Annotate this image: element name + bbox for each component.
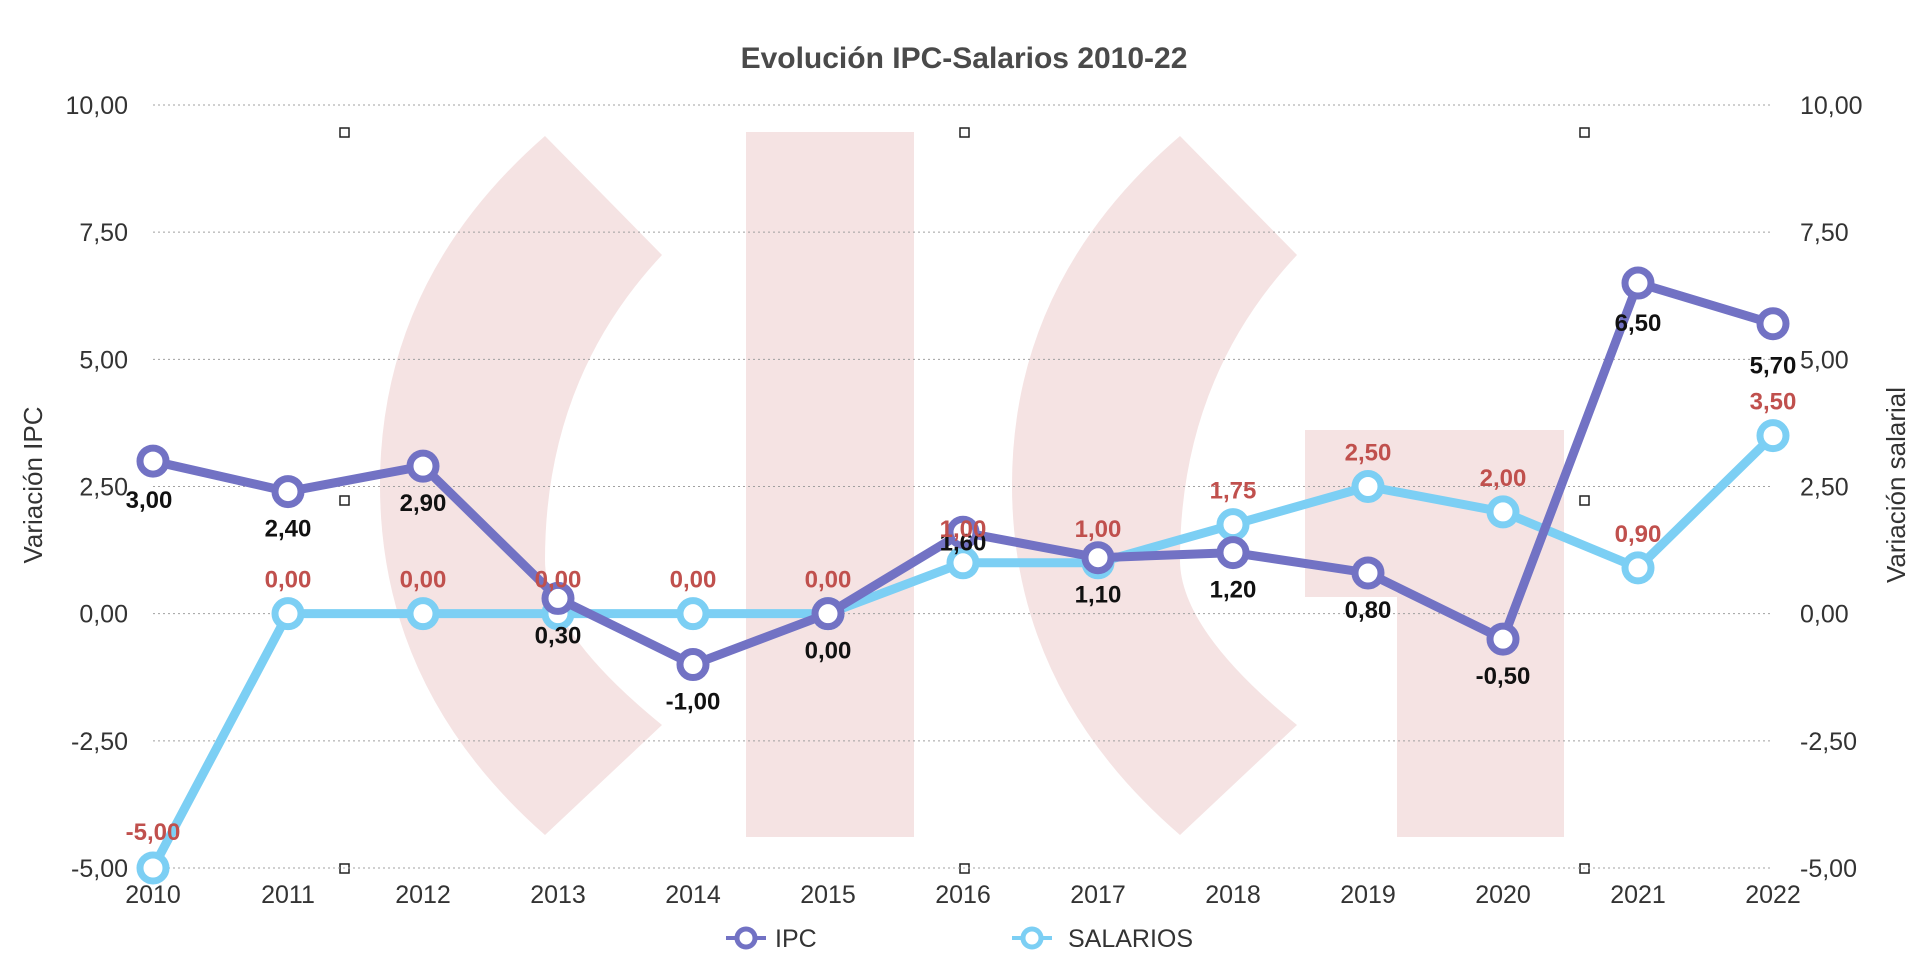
x-tick-label: 2011 xyxy=(261,881,315,909)
data-label-salarios: 0,00 xyxy=(805,567,852,594)
data-label-ipc: 2,90 xyxy=(400,490,447,517)
x-tick-label: 2014 xyxy=(665,881,721,909)
x-axis: 2010 2011 2012 2013 2014 2015 2016 2017 2018 2019… xyxy=(125,881,1801,909)
data-point-ipc[interactable] xyxy=(136,444,170,478)
y-right-tick-label: 5,00 xyxy=(1800,346,1849,374)
data-point-salarios[interactable] xyxy=(1486,495,1520,529)
series-layer xyxy=(136,266,1790,885)
data-point-salarios[interactable] xyxy=(1216,508,1250,542)
data-point-ipc[interactable] xyxy=(946,515,980,549)
x-tick-label: 2013 xyxy=(530,881,586,909)
y-right-tick-label: -2,50 xyxy=(1800,728,1857,756)
data-labels: 3,00 2,40 2,90 0,30 -1,00 0,00 1,60 1,10 1,20 0,8… xyxy=(126,310,1797,846)
data-point-salarios[interactable] xyxy=(136,851,170,885)
data-point-ipc[interactable] xyxy=(541,581,575,615)
y-right-tick-label: 10,00 xyxy=(1800,92,1863,120)
x-tick-label: 2016 xyxy=(935,881,991,909)
data-label-ipc: 0,30 xyxy=(535,622,582,649)
data-label-salarios: 0,00 xyxy=(670,567,717,594)
legend: IPC SALARIOS xyxy=(726,925,1193,953)
y-left-tick-label: 10,00 xyxy=(65,92,128,120)
chart-title: Evolución IPC-Salarios 2010-22 xyxy=(741,42,1188,75)
y-right-tick-label: 0,00 xyxy=(1800,601,1849,629)
y-right-tick-label: 2,50 xyxy=(1800,474,1849,502)
data-label-salarios: 0,00 xyxy=(535,567,582,594)
data-point-ipc[interactable] xyxy=(676,648,710,682)
data-label-salarios: 1,00 xyxy=(1075,516,1122,543)
data-label-salarios: 1,00 xyxy=(940,516,987,543)
y-axis-left: -5,00 -2,50 0,00 2,50 5,00 7,50 10,00 xyxy=(65,92,128,883)
data-point-salarios[interactable] xyxy=(1756,419,1790,453)
x-tick-label: 2019 xyxy=(1340,881,1396,909)
data-point-salarios[interactable] xyxy=(946,546,980,580)
data-point-ipc[interactable] xyxy=(406,449,440,483)
data-label-salarios: 2,00 xyxy=(1480,465,1527,492)
data-label-salarios: 1,75 xyxy=(1210,478,1257,505)
x-tick-label: 2017 xyxy=(1070,881,1126,909)
data-label-ipc: 6,50 xyxy=(1615,310,1662,337)
y-left-tick-label: 7,50 xyxy=(79,219,128,247)
data-label-ipc: 3,00 xyxy=(126,487,173,514)
data-point-ipc[interactable] xyxy=(1756,307,1790,341)
legend-label-salarios: SALARIOS xyxy=(1068,925,1193,953)
data-label-salarios: -5,00 xyxy=(126,819,181,846)
data-label-ipc: -0,50 xyxy=(1476,663,1531,690)
data-label-ipc: 1,20 xyxy=(1210,577,1257,604)
data-label-salarios: 2,50 xyxy=(1345,440,1392,467)
watermark-logo xyxy=(380,132,1564,837)
data-point-salarios[interactable] xyxy=(1351,470,1385,503)
legend-item-salarios[interactable]: SALARIOS xyxy=(1012,925,1193,953)
legend-marker-salarios xyxy=(1020,926,1044,950)
data-label-salarios: 0,00 xyxy=(265,567,312,594)
data-point-ipc[interactable] xyxy=(1216,536,1250,570)
data-label-salarios: 3,50 xyxy=(1750,389,1797,416)
y-left-tick-label: 0,00 xyxy=(79,601,128,629)
y-left-tick-label: -2,50 xyxy=(71,728,128,756)
y-axis-right-title: Variación salarial xyxy=(1881,387,1911,583)
data-point-ipc[interactable] xyxy=(271,475,305,509)
data-point-salarios[interactable] xyxy=(676,597,710,631)
y-right-tick-label: 7,50 xyxy=(1800,219,1849,247)
y-axis-left-title: Variación IPC xyxy=(18,406,48,563)
series-ipc xyxy=(136,266,1790,682)
data-label-ipc: -1,00 xyxy=(666,689,721,716)
y-left-tick-label: -5,00 xyxy=(71,855,128,883)
y-left-tick-label: 5,00 xyxy=(79,346,128,374)
data-point-salarios[interactable] xyxy=(271,597,305,631)
data-point-salarios[interactable] xyxy=(406,597,440,631)
x-tick-label: 2018 xyxy=(1205,881,1261,909)
data-label-ipc: 1,60 xyxy=(940,529,987,556)
data-label-salarios: 0,00 xyxy=(400,567,447,594)
data-point-ipc[interactable] xyxy=(1081,541,1115,575)
data-point-ipc[interactable] xyxy=(811,597,845,631)
legend-label-ipc: IPC xyxy=(775,925,817,953)
data-point-ipc[interactable] xyxy=(1621,266,1655,300)
y-axis-right: -5,00 -2,50 0,00 2,50 5,00 7,50 10,00 xyxy=(1800,92,1863,883)
y-left-tick-label: 2,50 xyxy=(79,474,128,502)
x-tick-label: 2020 xyxy=(1475,881,1531,909)
legend-item-ipc[interactable]: IPC xyxy=(726,925,817,953)
x-tick-label: 2021 xyxy=(1610,881,1666,909)
x-tick-label: 2012 xyxy=(395,881,451,909)
data-label-ipc: 0,00 xyxy=(805,638,852,665)
data-label-ipc: 2,40 xyxy=(265,516,312,543)
data-label-salarios: 0,90 xyxy=(1615,521,1662,548)
data-point-ipc[interactable] xyxy=(1351,556,1385,590)
x-tick-label: 2015 xyxy=(800,881,856,909)
legend-marker-ipc xyxy=(734,926,758,950)
x-tick-label: 2022 xyxy=(1745,881,1801,909)
x-tick-label: 2010 xyxy=(125,881,181,909)
y-right-tick-label: -5,00 xyxy=(1800,855,1857,883)
data-label-ipc: 0,80 xyxy=(1345,597,1392,624)
data-label-ipc: 5,70 xyxy=(1750,353,1797,380)
data-point-salarios[interactable] xyxy=(1621,551,1655,585)
data-point-ipc[interactable] xyxy=(1486,622,1520,656)
data-label-ipc: 1,10 xyxy=(1075,582,1122,609)
